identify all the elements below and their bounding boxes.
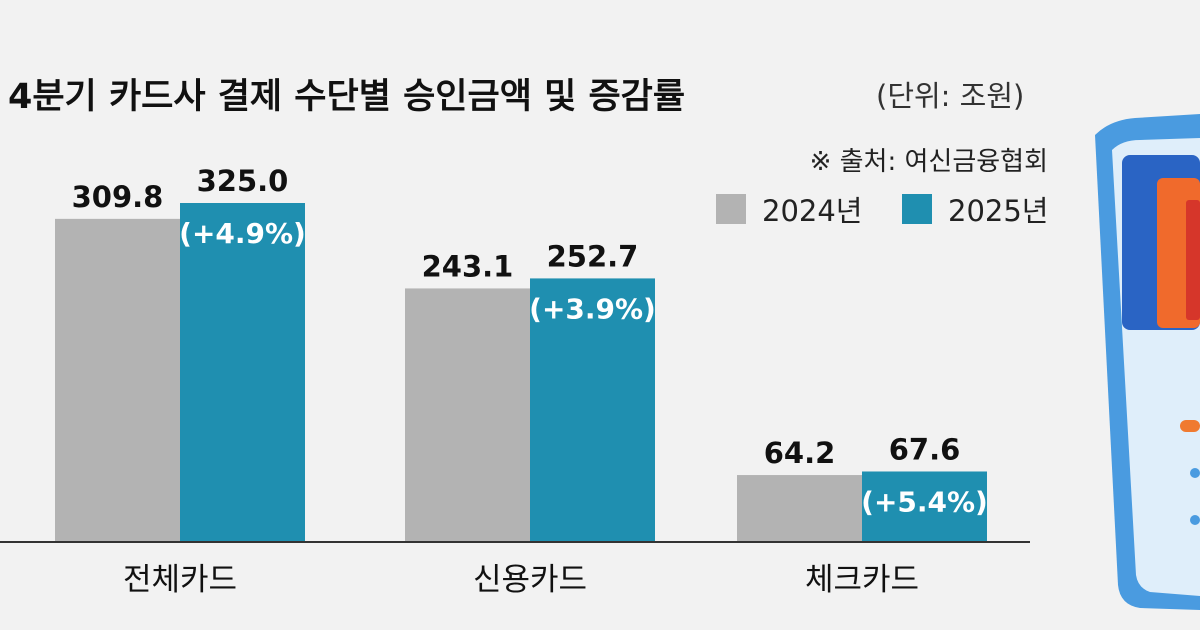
bar-2025-2 — [530, 278, 655, 542]
bars-group: 309.8 325.0 (+4.9%) 전체카드 243.1 252.7 (+3.9%) 신용… — [55, 164, 988, 598]
change-label-1: (+4.9%) — [179, 217, 306, 250]
legend-swatch-2025 — [902, 194, 932, 224]
legend-label-2025: 2025년 — [948, 194, 1048, 228]
value-label-2025-1: 325.0 — [197, 164, 289, 198]
value-label-2024-2: 243.1 — [422, 249, 514, 283]
screen-line-blue-1 — [1190, 468, 1200, 478]
chart-title: 4분기 카드사 결제 수단별 승인금액 및 증감률 — [8, 77, 685, 117]
value-label-2025-3: 67.6 — [889, 432, 961, 466]
source-note: ※ 출처: 여신금융협회 — [810, 147, 1048, 177]
bar-2025-1 — [180, 203, 305, 542]
legend: 2024년 2025년 — [716, 194, 1048, 228]
category-label-2: 신용카드 — [473, 562, 587, 598]
phone-illustration — [1095, 114, 1200, 610]
change-label-3: (+5.4%) — [861, 485, 988, 518]
category-label-3: 체크카드 — [805, 562, 919, 598]
legend-label-2024: 2024년 — [762, 194, 862, 228]
value-label-2024-1: 309.8 — [72, 180, 164, 214]
unit-label: (단위: 조원) — [876, 79, 1024, 113]
legend-swatch-2024 — [716, 194, 746, 224]
change-label-2: (+3.9%) — [529, 292, 656, 325]
screen-line-orange — [1180, 420, 1200, 432]
bar-2024-3 — [737, 475, 862, 542]
bar-2025-3 — [862, 471, 987, 542]
value-label-2024-3: 64.2 — [764, 436, 836, 470]
category-label-1: 전체카드 — [123, 562, 237, 598]
card-red — [1186, 200, 1200, 320]
bar-2024-2 — [405, 288, 530, 542]
bar-2024-1 — [55, 218, 180, 542]
value-label-2025-2: 252.7 — [547, 239, 639, 273]
screen-line-blue-2 — [1190, 515, 1200, 525]
